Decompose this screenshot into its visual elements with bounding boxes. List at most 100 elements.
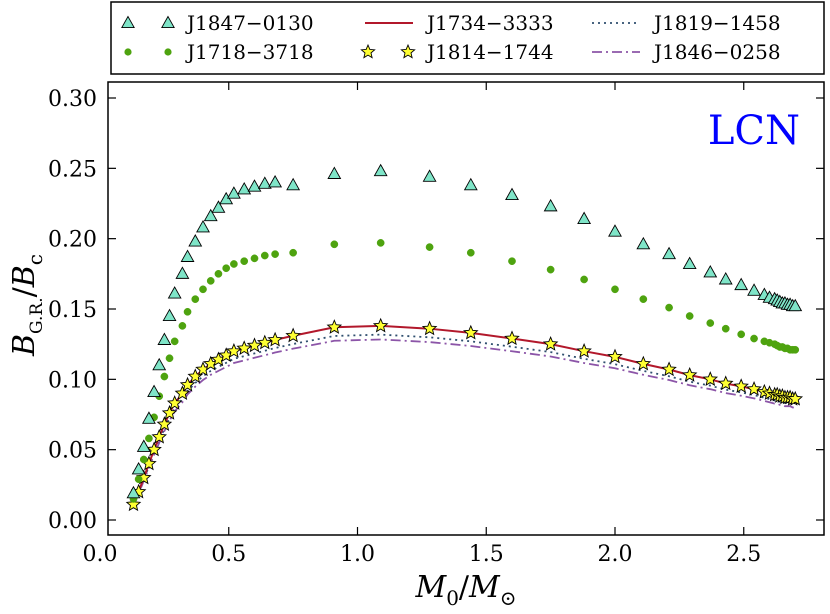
dot-point-j1718-3718 xyxy=(508,257,516,266)
star-point-j1814-1744 xyxy=(166,395,183,410)
legend-label: J1846−0258 xyxy=(652,40,781,64)
dot-point-j1718-3718 xyxy=(170,337,179,346)
triangle-point-j1847-0130 xyxy=(268,174,283,188)
dot-point-j1718-3718 xyxy=(271,250,279,258)
legend-entry: J1718−3718 xyxy=(124,40,314,64)
legend-entry: J1847−0130 xyxy=(121,11,314,35)
dot-point-j1718-3718 xyxy=(230,260,238,268)
dot-point-j1718-3718 xyxy=(546,265,555,274)
y-label-sub2: c xyxy=(23,254,47,265)
triangle-point-j1847-0130 xyxy=(505,187,519,201)
star-point-j1814-1744 xyxy=(635,355,652,371)
legend-entry: J1846−0258 xyxy=(592,40,781,64)
series-line-J1819−1458 xyxy=(132,333,796,506)
triangle-point-j1847-0130 xyxy=(286,177,301,191)
triangle-point-j1847-0130 xyxy=(788,298,803,312)
dot-point-j1718-3718 xyxy=(134,475,143,484)
triangle-point-j1847-0130 xyxy=(734,277,749,291)
legend-label: J1734−3333 xyxy=(425,11,554,35)
y-axis-label: BG.R./Bc xyxy=(7,254,47,357)
y-label-main2: B xyxy=(7,265,42,288)
legend-entry: J1814−1744 xyxy=(360,40,554,64)
y-label-main: B xyxy=(7,334,42,357)
x-label-main: M xyxy=(414,570,447,605)
x-label-slash: / xyxy=(459,570,470,605)
star-point-j1814-1744 xyxy=(257,334,273,350)
triangle-point-j1847-0130 xyxy=(608,224,622,237)
x-tick-label: 1.5 xyxy=(469,542,504,567)
triangle-point-j1847-0130 xyxy=(577,211,592,224)
star-point-j1814-1744 xyxy=(156,416,173,431)
star-point-j1814-1744 xyxy=(542,336,559,351)
triangle-point-j1847-0130 xyxy=(203,208,218,222)
dot-point-j1718-3718 xyxy=(191,295,200,304)
star-point-j1814-1744 xyxy=(717,375,734,391)
dot-point-j1718-3718 xyxy=(139,455,148,464)
dot-point-j1718-3718 xyxy=(260,251,269,260)
triangle-point-j1847-0130 xyxy=(662,246,677,260)
triangle-point-j1847-0130 xyxy=(196,219,210,233)
dot-point-j1718-3718 xyxy=(376,239,385,247)
triangle-point-j1847-0130 xyxy=(373,163,388,177)
dot-point-j1718-3718 xyxy=(206,277,215,285)
triangle-point-j1847-0130 xyxy=(162,308,177,322)
dot-point-j1718-3718 xyxy=(145,434,153,443)
star-point-j1814-1744 xyxy=(661,361,677,377)
dot-point-j1718-3718 xyxy=(791,345,800,354)
dot-point-j1718-3718 xyxy=(425,243,434,251)
triangle-point-j1847-0130 xyxy=(147,384,162,397)
star-point-j1814-1744 xyxy=(151,428,167,444)
star-point-j1814-1744 xyxy=(463,324,479,340)
y-tick-label: 0.25 xyxy=(48,157,97,182)
triangle-point-j1847-0130 xyxy=(636,236,651,250)
dot-point-j1718-3718 xyxy=(665,303,673,312)
y-tick-label: 0.20 xyxy=(48,228,97,253)
star-point-j1814-1744 xyxy=(681,366,698,382)
legend-label: J1814−1744 xyxy=(425,40,554,64)
legend-marker-star xyxy=(360,43,376,59)
dot-point-j1718-3718 xyxy=(750,334,758,343)
triangle-point-j1847-0130 xyxy=(327,166,342,179)
dot-point-j1718-3718 xyxy=(250,254,259,263)
axis-ticks: 0.0 0.5 1.0 1.5 2.0 2.5 0.00 0.05 0.10 0.15 0.20 0.… xyxy=(48,82,824,567)
triangle-point-j1847-0130 xyxy=(463,177,478,191)
dot-point-j1718-3718 xyxy=(466,248,475,257)
star-point-j1814-1744 xyxy=(226,343,242,358)
dot-point-j1718-3718 xyxy=(706,319,715,327)
dot-point-j1718-3718 xyxy=(639,295,648,304)
legend-box xyxy=(110,1,825,75)
y-tick-label: 0.15 xyxy=(48,298,97,323)
star-point-j1814-1744 xyxy=(372,317,389,333)
dot-point-j1718-3718 xyxy=(165,354,174,363)
triangle-point-j1847-0130 xyxy=(152,357,167,371)
star-point-j1814-1744 xyxy=(576,343,592,358)
dot-point-j1718-3718 xyxy=(183,307,192,316)
x-label-main2: M xyxy=(468,570,501,605)
star-point-j1814-1744 xyxy=(733,378,749,393)
star-point-j1814-1744 xyxy=(236,340,252,355)
legend-marker-triangle xyxy=(121,15,135,28)
triangle-point-j1847-0130 xyxy=(141,411,156,424)
legend-marker-triangle xyxy=(161,15,175,28)
triangle-point-j1847-0130 xyxy=(703,265,718,278)
legend-marker-star xyxy=(400,43,416,59)
legend-label: J1718−3718 xyxy=(185,40,314,64)
dot-point-j1718-3718 xyxy=(214,269,223,278)
dot-point-j1718-3718 xyxy=(240,257,249,266)
triangle-point-j1847-0130 xyxy=(237,182,252,195)
triangle-point-j1847-0130 xyxy=(180,249,195,262)
star-point-j1814-1744 xyxy=(746,381,762,396)
y-tick-label: 0.00 xyxy=(48,509,97,534)
dot-point-j1718-3718 xyxy=(289,248,297,257)
triangle-point-j1847-0130 xyxy=(188,234,203,247)
star-point-j1814-1744 xyxy=(179,376,196,392)
dot-point-j1718-3718 xyxy=(222,264,231,273)
star-point-j1814-1744 xyxy=(125,496,142,512)
star-point-j1814-1744 xyxy=(702,371,719,386)
star-point-j1814-1744 xyxy=(504,330,520,346)
triangle-point-j1847-0130 xyxy=(422,169,437,182)
star-point-j1814-1744 xyxy=(146,441,162,457)
triangle-point-j1847-0130 xyxy=(718,272,733,285)
